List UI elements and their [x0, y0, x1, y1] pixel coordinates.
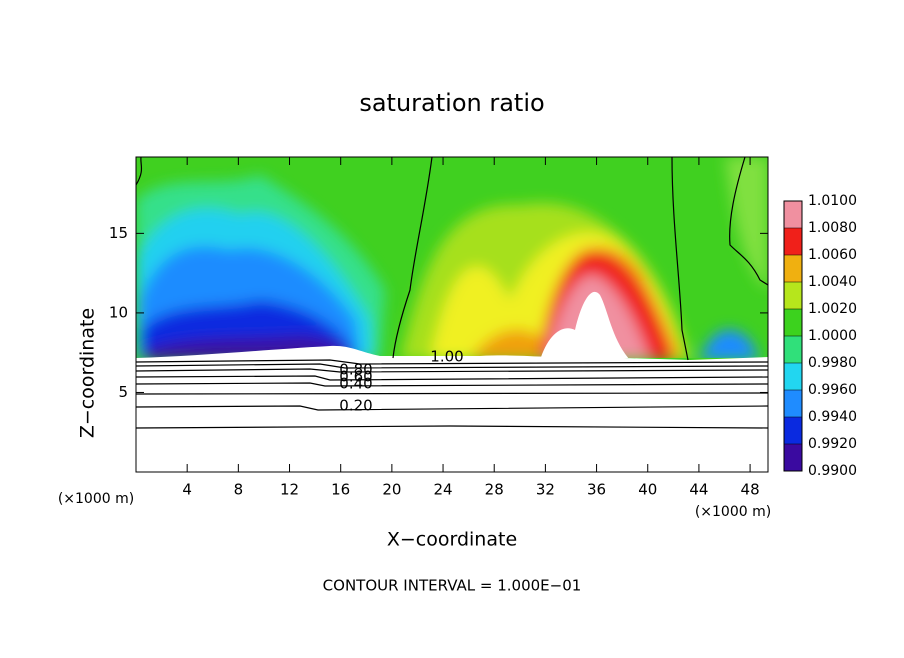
y-tick-label: 10	[109, 303, 128, 321]
x-tick-label: 8	[234, 481, 244, 499]
colorbar-band	[784, 255, 802, 282]
contour-label: 0.80	[339, 361, 372, 379]
x-tick-label: 24	[433, 481, 452, 499]
x-tick-label: 28	[485, 481, 504, 499]
colorbar-label: 1.0020	[808, 301, 857, 317]
colorbar-label: 1.0000	[808, 328, 857, 344]
x-unit: (×1000 m)	[695, 504, 771, 520]
chart-title: saturation ratio	[359, 89, 544, 117]
x-tick-label: 12	[280, 481, 299, 499]
colorbar-band	[784, 417, 802, 444]
plot-frame	[135, 156, 769, 473]
x-tick-label: 4	[182, 481, 192, 499]
x-tick-label: 40	[638, 481, 657, 499]
colorbar-label: 1.0060	[808, 247, 857, 263]
y-unit: (×1000 m)	[58, 491, 134, 507]
x-axis-title: X−coordinate	[387, 529, 517, 551]
x-tick-label: 48	[741, 481, 760, 499]
colorbar-band	[784, 336, 802, 363]
contour-label: 0.60	[339, 368, 372, 386]
x-tick-label: 44	[689, 481, 708, 499]
contour-label: 1.00	[430, 348, 463, 366]
x-tick-label: 36	[587, 481, 606, 499]
x-tick-label: 32	[536, 481, 555, 499]
field	[136, 157, 768, 472]
colorbar-label: 1.0100	[808, 193, 857, 209]
colorbar-band	[784, 201, 802, 228]
colorbar-label: 0.9960	[808, 382, 857, 398]
colorbar-band	[784, 282, 802, 309]
colorbar-label: 0.9940	[808, 409, 857, 425]
colorbar-label: 0.9920	[808, 436, 857, 452]
footer: CONTOUR INTERVAL = 1.000E−01	[323, 577, 582, 595]
colorbar-label: 0.9900	[808, 463, 857, 479]
colorbar-band	[784, 309, 802, 336]
y-tick-label: 15	[109, 224, 128, 242]
contour-label: 0.20	[339, 397, 372, 415]
colorbar-band	[784, 444, 802, 471]
colorbar-label: 0.9980	[808, 355, 857, 371]
colorbar-band	[784, 363, 802, 390]
y-axis-title: Z−coordinate	[77, 308, 99, 438]
colorbar-label: 1.0080	[808, 220, 857, 236]
colorbar-band	[784, 228, 802, 255]
contour-label: 0.40	[339, 375, 372, 393]
x-tick-label: 16	[331, 481, 350, 499]
y-tick-label: 5	[118, 383, 128, 401]
colorbar-band	[784, 390, 802, 417]
x-tick-label: 20	[382, 481, 401, 499]
colorbar-label: 1.0040	[808, 274, 857, 290]
